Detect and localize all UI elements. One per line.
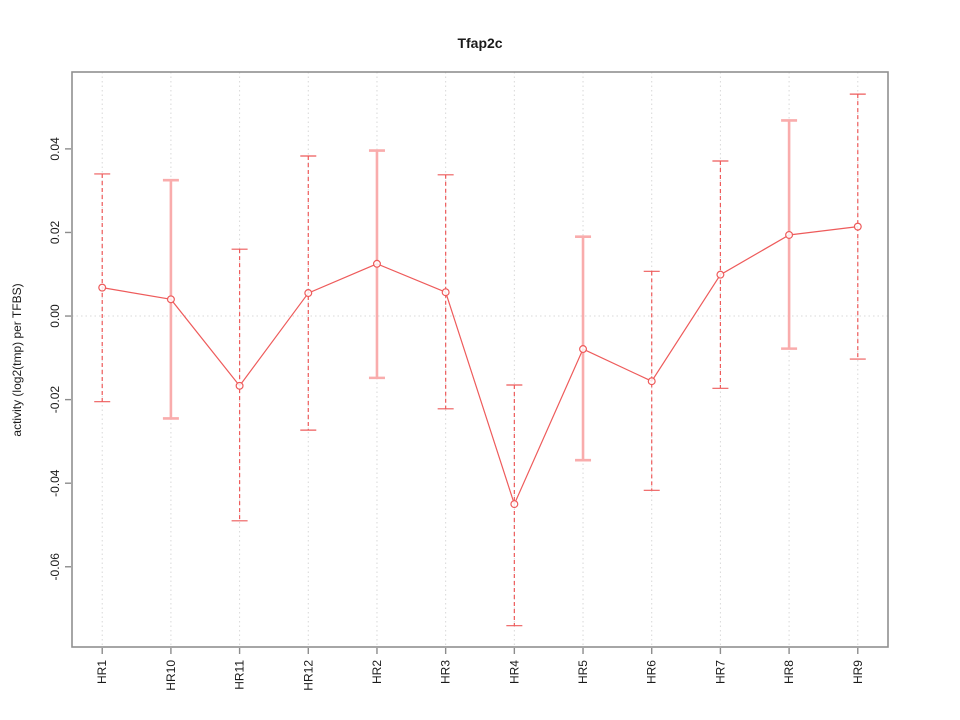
data-point-HR7 bbox=[716, 270, 725, 279]
plot-area: HR1 HR10 HR11 HR12 HR2 HR3 HR4 HR5 HR6 HR7 HR8 HR9 -… bbox=[48, 71, 889, 691]
x-tick-label-HR6: HR6 bbox=[645, 660, 659, 684]
data-point-HR6 bbox=[647, 377, 656, 386]
data-point-HR4 bbox=[510, 500, 519, 509]
x-tick-label-HR4: HR4 bbox=[507, 660, 521, 684]
x-tick-label-HR12: HR12 bbox=[301, 660, 315, 691]
data-point-HR11 bbox=[235, 381, 244, 390]
data-point-HR5 bbox=[579, 345, 588, 354]
data-point-HR12 bbox=[304, 289, 313, 298]
x-tick-label-HR3: HR3 bbox=[439, 660, 453, 684]
y-tick-label--0.06: -0.06 bbox=[48, 553, 62, 581]
x-tick-label-HR8: HR8 bbox=[782, 660, 796, 684]
series-line-activity bbox=[102, 226, 858, 506]
x-tick-label-HR7: HR7 bbox=[713, 660, 727, 684]
x-tick-label-HR5: HR5 bbox=[576, 660, 590, 684]
x-tick-label-HR2: HR2 bbox=[370, 660, 384, 684]
x-tick-label-HR1: HR1 bbox=[95, 660, 109, 684]
x-tick-label-HR9: HR9 bbox=[851, 660, 865, 684]
data-point-HR10 bbox=[166, 295, 175, 304]
y-tick-label-0.02: 0.02 bbox=[48, 220, 62, 244]
y-tick-label--0.02: -0.02 bbox=[48, 386, 62, 414]
plot-box bbox=[71, 71, 889, 648]
data-point-HR8 bbox=[785, 230, 794, 239]
x-tick-label-HR10: HR10 bbox=[164, 660, 178, 691]
data-point-HR9 bbox=[853, 222, 862, 231]
y-axis-label: activity (log2(tmp) per TFBS) bbox=[10, 283, 24, 436]
y-tick-label-0.00: 0.00 bbox=[48, 304, 62, 328]
data-point-HR3 bbox=[441, 288, 450, 297]
y-tick-label--0.04: -0.04 bbox=[48, 469, 62, 497]
data-point-HR2 bbox=[372, 259, 381, 268]
y-tick-label-0.04: 0.04 bbox=[48, 137, 62, 161]
chart-title: Tfap2c bbox=[457, 35, 502, 51]
data-point-HR1 bbox=[98, 283, 107, 292]
x-tick-label-HR11: HR11 bbox=[233, 660, 247, 690]
